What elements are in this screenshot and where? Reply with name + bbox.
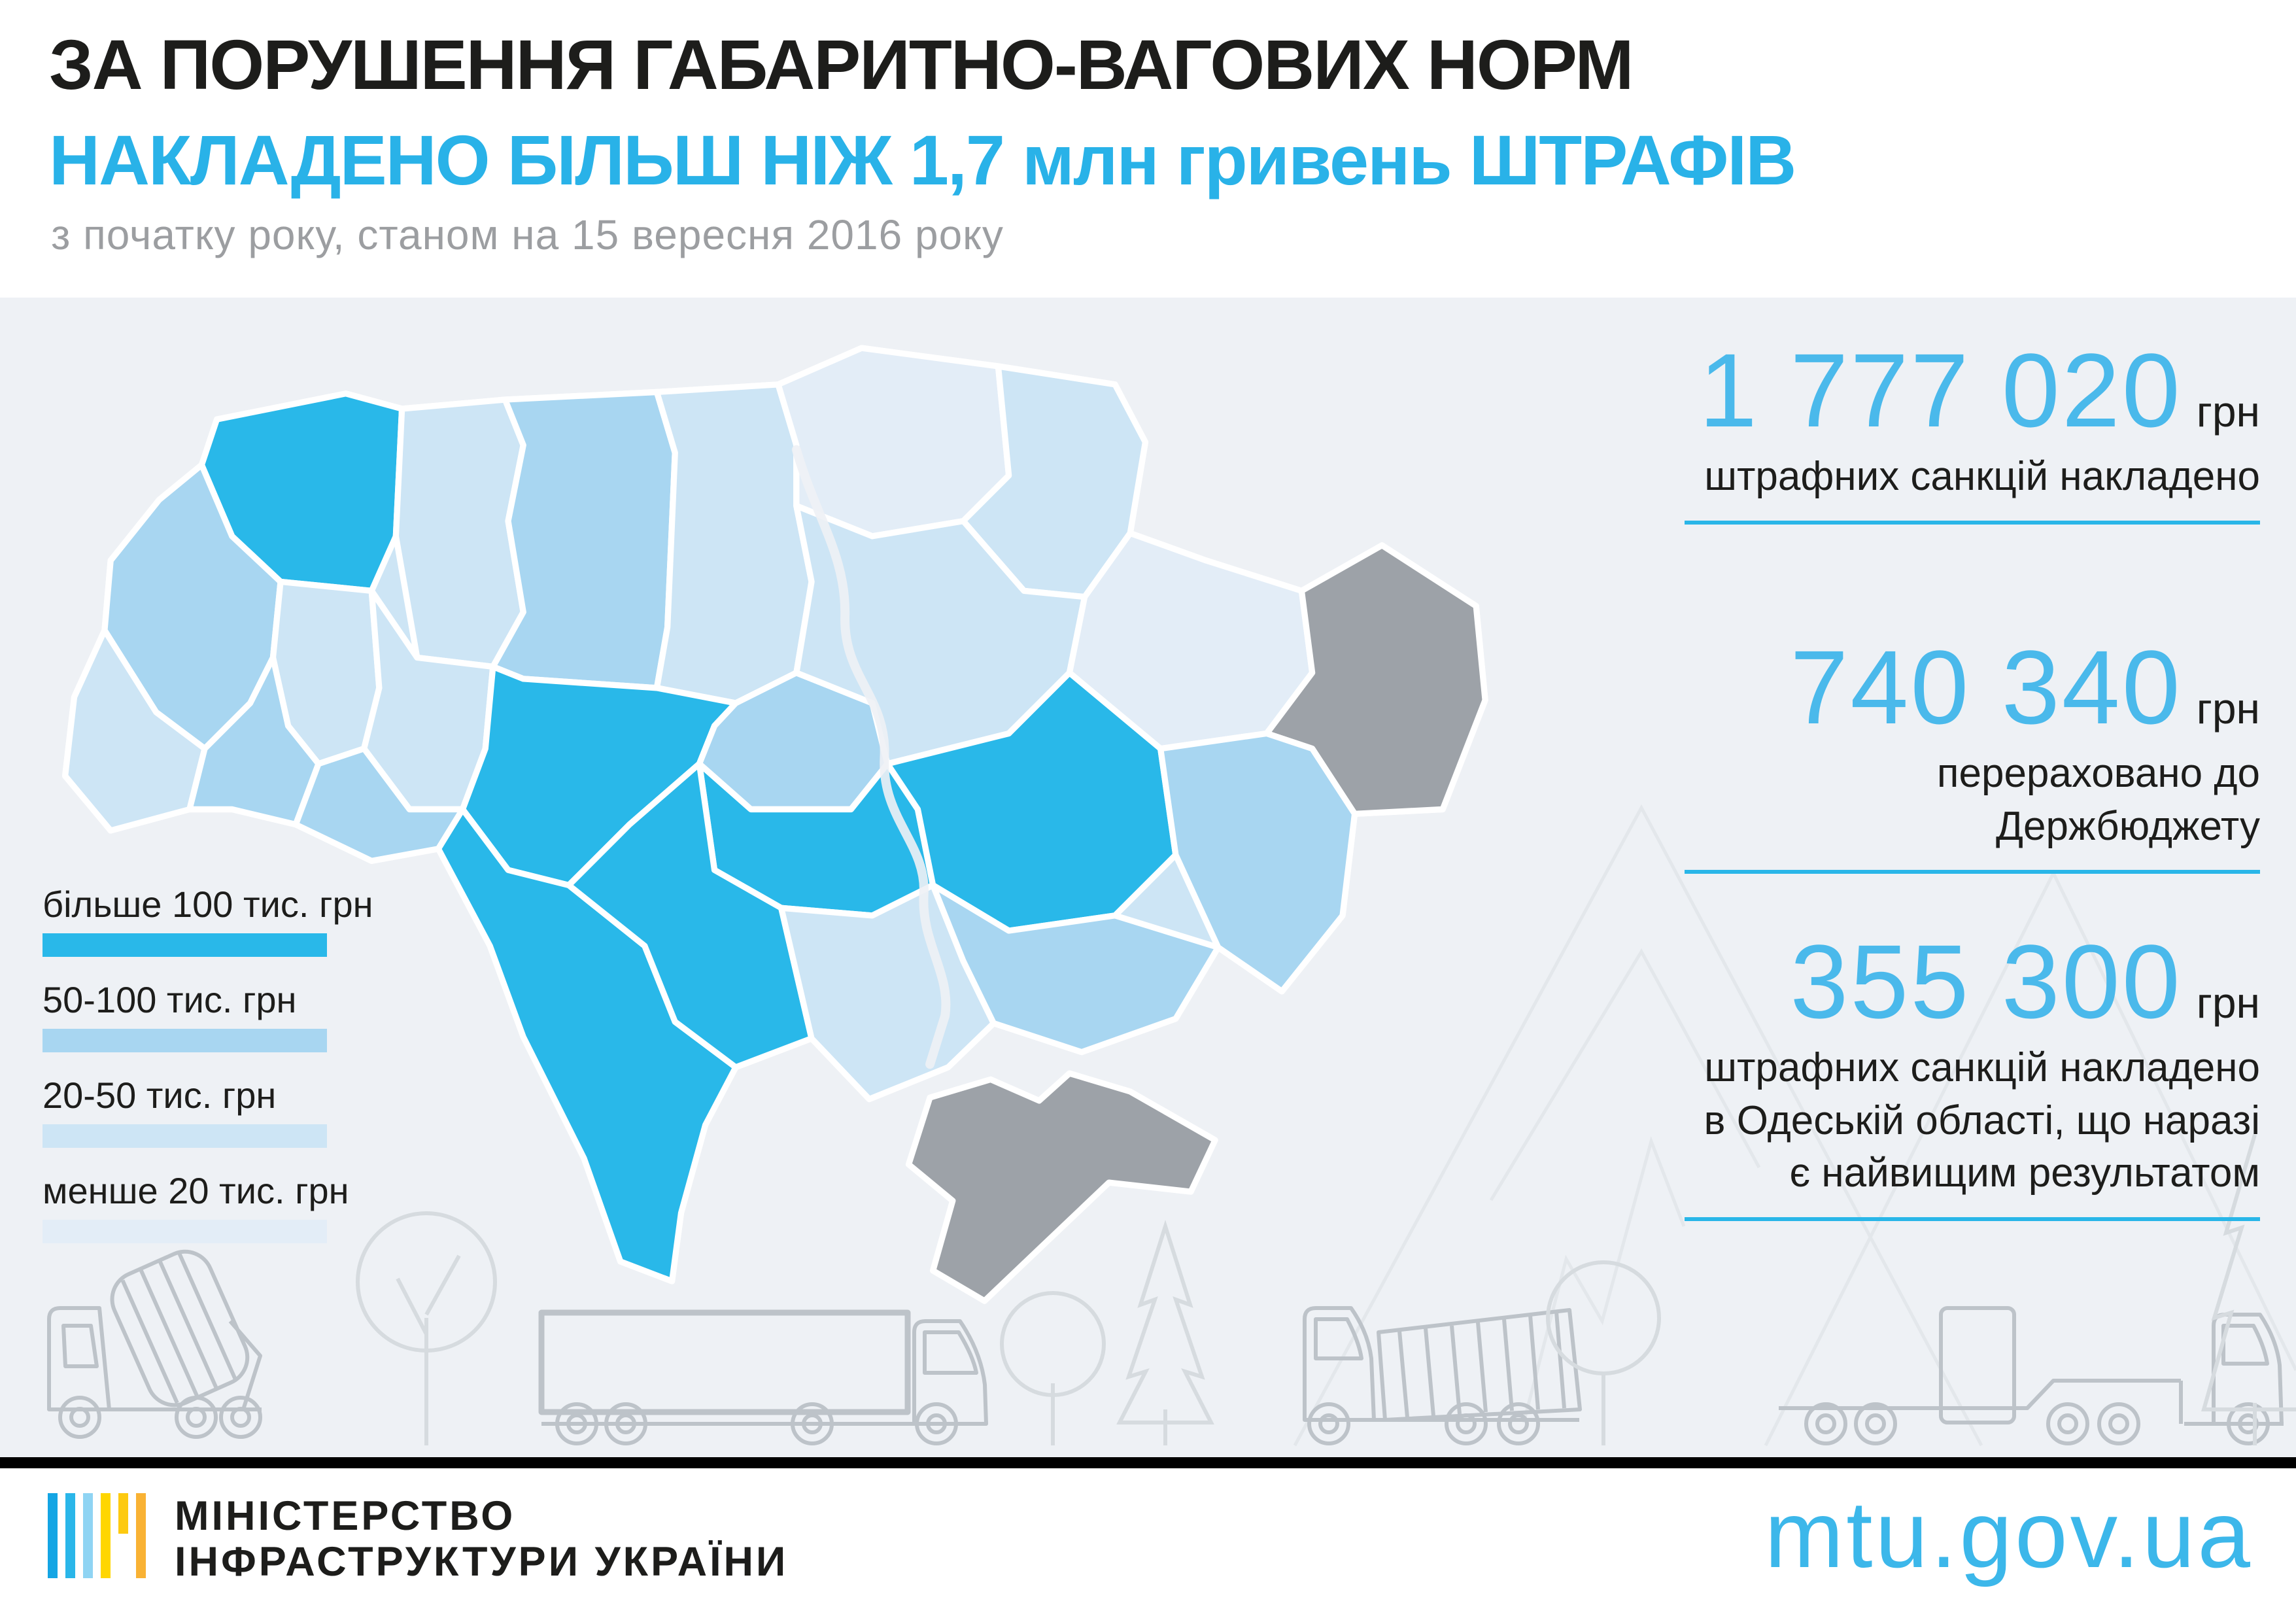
legend-item-lt20: менше 20 тис. грн	[43, 1169, 349, 1243]
stat-block-2: 740 340 грн перераховано до Держбюджету	[1685, 632, 2260, 874]
legend-item-b20_50: 20-50 тис. грн	[43, 1074, 330, 1148]
stat-unit: грн	[2196, 978, 2260, 1027]
title-line2: НАКЛАДЕНО БІЛЬШ НІЖ 1,7 млн гривень ШТРА…	[49, 120, 1796, 199]
map-panel: більше 100 тис. грн 50-100 тис. грн 20-50 …	[0, 298, 2296, 1457]
stat-underline	[1685, 1216, 2260, 1221]
lowboy-truck-icon	[1779, 1306, 2284, 1445]
region-zhytomyr	[490, 388, 678, 691]
stat-label: штрафних санкцій накладено в Одеській об…	[1704, 1045, 2260, 1196]
stat-unit: грн	[2196, 387, 2260, 436]
logo-bar	[136, 1493, 146, 1578]
stat-value: 1 777 020	[1698, 332, 2182, 449]
logo-bar	[65, 1493, 75, 1578]
legend-swatch	[43, 933, 327, 957]
dnieper-river	[791, 445, 951, 1069]
footer: МІНІСТЕРСТВО ІНФРАСТРУКТУРИ УКРАЇНИ mtu.…	[0, 1468, 2296, 1622]
logo-bar	[118, 1493, 128, 1534]
divider-bar	[0, 1457, 2296, 1468]
legend-swatch	[43, 1220, 327, 1243]
stat-underline	[1685, 870, 2260, 874]
legend-swatch	[43, 1124, 327, 1148]
legend-swatch	[43, 1029, 327, 1052]
stat-block-3: 355 300 грн штрафних санкцій накладено в О…	[1685, 927, 2260, 1221]
ukraine-map	[61, 345, 1488, 1304]
region-kyiv	[653, 381, 815, 706]
stat-underline	[1685, 520, 2260, 525]
mixer-truck-icon	[47, 1249, 262, 1439]
website-url: mtu.gov.ua	[1764, 1481, 2253, 1587]
stat-block-1: 1 777 020 грн штрафних санкцій накладено	[1685, 336, 2260, 525]
region-crimea	[905, 1070, 1218, 1304]
legend-label: менше 20 тис. грн	[43, 1170, 349, 1211]
title-line1: ЗА ПОРУШЕННЯ ГАБАРИТНО-ВАГОВИХ НОРМ	[49, 25, 1634, 104]
region-donetsk	[1157, 730, 1358, 995]
ministry-logo-bars-icon	[48, 1493, 154, 1578]
logo-bar	[48, 1493, 58, 1578]
region-rivne	[392, 396, 526, 670]
legend-label: 20-50 тис. грн	[43, 1075, 277, 1116]
stat-unit: грн	[2196, 684, 2260, 733]
pine-tree-icon	[2201, 1134, 2296, 1445]
logo-bar	[83, 1493, 93, 1578]
stat-label: штрафних санкцій накладено	[1704, 454, 2260, 499]
fir-tree-icon	[1116, 1220, 1214, 1445]
deciduous-tree-icon	[356, 1211, 497, 1445]
logo-bar	[101, 1493, 111, 1578]
region-luhansk	[1263, 542, 1488, 818]
legend-label: більше 100 тис. грн	[43, 884, 373, 925]
region-zakarpattia	[61, 627, 208, 834]
legend-label: 50-100 тис. грн	[43, 979, 297, 1020]
region-zaporizhzhia	[929, 882, 1222, 1056]
legend-item-b50_100: 50-100 тис. грн	[43, 978, 330, 1052]
map-legend: більше 100 тис. грн 50-100 тис. грн 20-50 …	[43, 883, 373, 1265]
ministry-logo: МІНІСТЕРСТВО ІНФРАСТРУКТУРИ УКРАЇНИ	[48, 1493, 788, 1585]
subtitle-date: з початку року, станом на 15 вересня 201…	[51, 211, 1004, 258]
box-truck-icon	[538, 1309, 988, 1445]
small-tree-icon	[1000, 1291, 1106, 1445]
ministry-name-line1: МІНІСТЕРСТВО	[175, 1493, 516, 1539]
decorative-scenery	[47, 804, 2296, 1447]
map-regions	[61, 345, 1488, 1304]
header: ЗА ПОРУШЕННЯ ГАБАРИТНО-ВАГОВИХ НОРМ НАКЛ…	[0, 0, 2296, 298]
ministry-name-line2: ІНФРАСТРУКТУРИ УКРАЇНИ	[175, 1539, 789, 1585]
stat-value: 740 340	[1790, 629, 2182, 746]
roadside-tree-icon	[1546, 1260, 1661, 1445]
ministry-name: МІНІСТЕРСТВО ІНФРАСТРУКТУРИ УКРАЇНИ	[175, 1493, 788, 1585]
dump-truck-icon	[1303, 1306, 1582, 1445]
stat-label: перераховано до Держбюджету	[1936, 751, 2260, 849]
stat-value: 355 300	[1790, 923, 2182, 1040]
legend-item-gt100: більше 100 тис. грн	[43, 883, 373, 957]
